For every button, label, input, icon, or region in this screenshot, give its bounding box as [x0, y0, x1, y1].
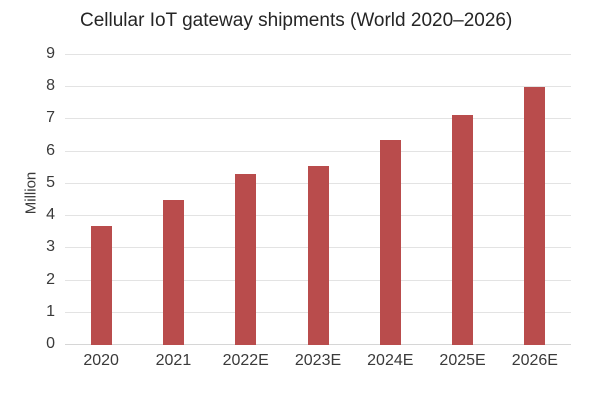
gridline — [65, 150, 571, 152]
gridline — [65, 86, 571, 88]
plot-area — [65, 54, 571, 345]
x-tick-label: 2021 — [155, 352, 192, 369]
y-tick-label: 8 — [46, 77, 55, 95]
y-tick-label: 9 — [46, 45, 55, 62]
x-tick-label: 2022E — [222, 352, 269, 369]
x-tick-label: 2020 — [83, 352, 119, 369]
y-tick-label: 2 — [46, 270, 55, 288]
x-tick-label: 2024E — [367, 352, 414, 369]
y-tick-label: 4 — [46, 206, 55, 224]
gridline — [65, 54, 571, 55]
gridline — [65, 118, 571, 120]
y-tick-label: 0 — [46, 335, 55, 352]
bar-2021 — [162, 200, 184, 345]
bar-2023E — [307, 166, 329, 345]
chart-title: Cellular IoT gateway shipments (World 20… — [80, 10, 513, 31]
y-tick-label: 5 — [46, 173, 55, 191]
x-tick-label: 2026E — [511, 352, 558, 369]
y-tick-label: 6 — [46, 141, 55, 159]
x-tick-label: 2023E — [294, 352, 342, 369]
bar-2025E — [452, 114, 474, 345]
bar-2022E — [235, 174, 257, 345]
bar-2020 — [90, 225, 112, 345]
bar-2026E — [524, 87, 546, 345]
y-tick-label: 1 — [46, 302, 55, 320]
y-tick-label: 7 — [46, 109, 55, 127]
y-tick-label: 3 — [46, 238, 55, 256]
bar-2024E — [379, 140, 401, 345]
x-tick-label: 2025E — [439, 352, 486, 369]
